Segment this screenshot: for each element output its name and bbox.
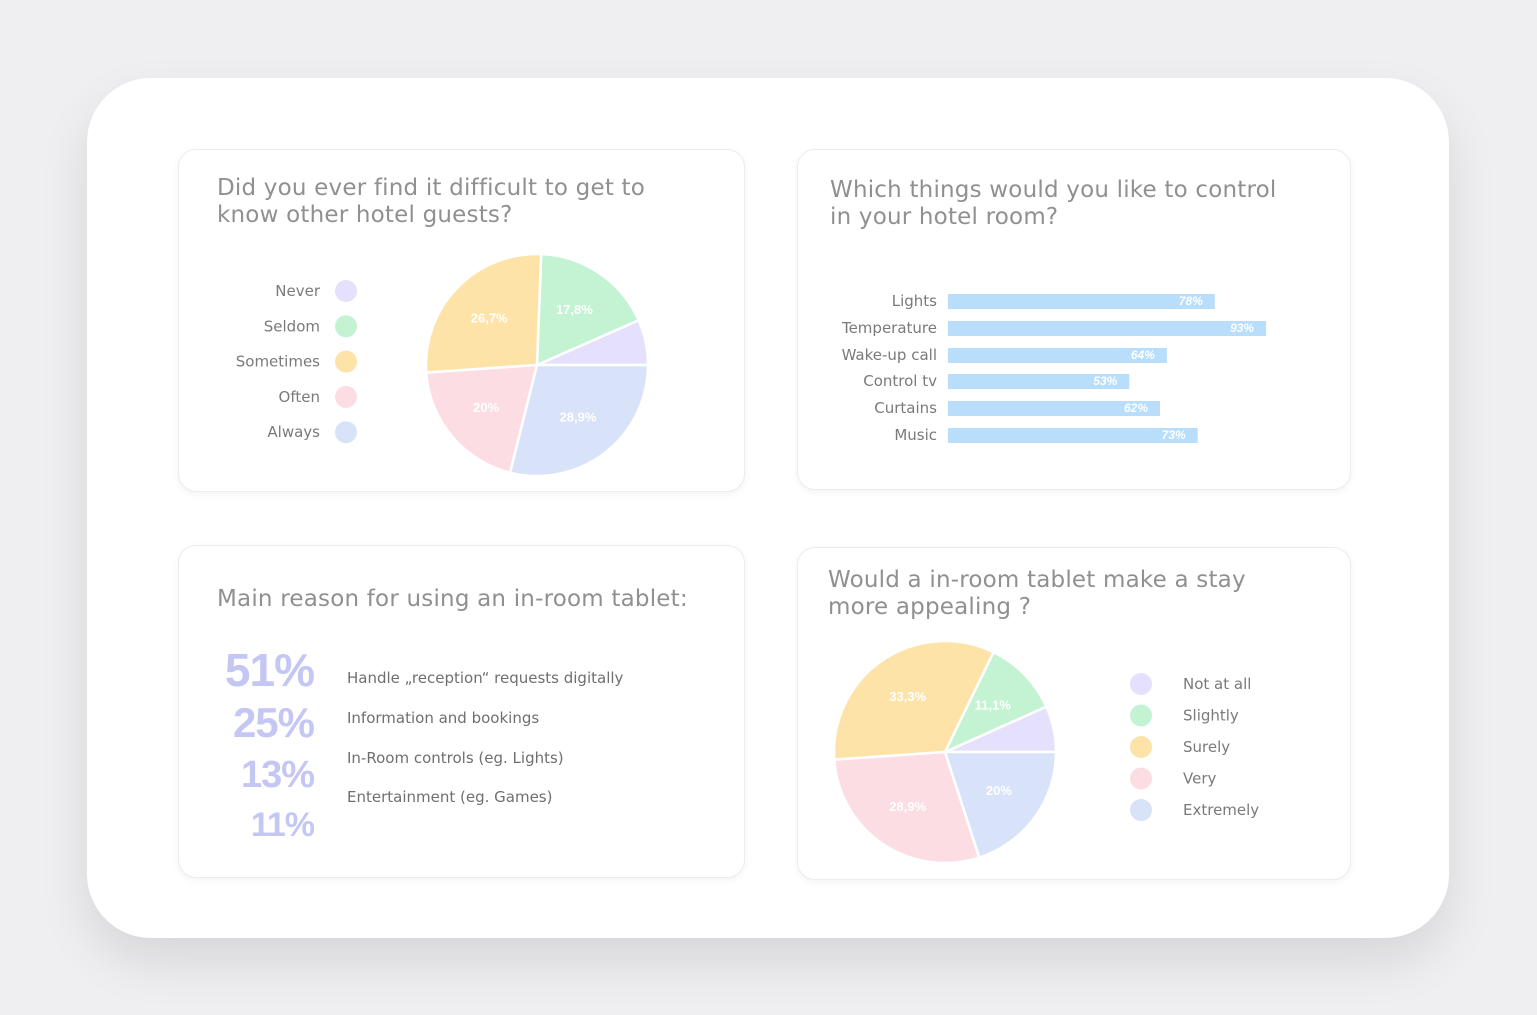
bar-label-temperature: Temperature (841, 319, 937, 337)
appealing-legend-label-extremely: Extremely (1183, 801, 1259, 819)
stat-description: Entertainment (eg. Games) (347, 788, 553, 806)
difficulty-slice-sometimes (424, 252, 543, 375)
appealing-slice-slightly (942, 650, 1048, 755)
appealing-legend-dot-surely (1130, 736, 1152, 758)
difficulty-slice-always (508, 363, 650, 478)
bar-chart-controls: Lights Temperature Wake-up call Control tv C… (841, 292, 1267, 444)
appealing-legend-dot-very (1130, 767, 1152, 790)
appealing-legend-dot-slightly (1130, 704, 1152, 727)
appealing-legend-label-very: Very (1183, 770, 1216, 788)
bar-control-tv (948, 374, 1130, 389)
difficulty-legend-dot-always (335, 421, 357, 444)
card4-title: Would a in-room tablet make a stay more … (828, 567, 1246, 621)
stat-row-information: 25% Information and bookings (179, 694, 739, 744)
bar-value-control-tv: 53% (1093, 374, 1117, 388)
stat-percent: 25% (232, 699, 315, 746)
stat-percent: 51% (224, 644, 315, 696)
bar-value-music: 73% (1162, 428, 1186, 442)
pie-slices-difficulty (424, 252, 650, 478)
bar-label-music: Music (894, 426, 937, 444)
card-tablet-appealing: Would a in-room tablet make a stay more … (797, 547, 1351, 880)
card4-title-line1: Would a in-room tablet make a stay (828, 567, 1246, 593)
bar-wake-up-call (948, 348, 1167, 363)
pie-labels-difficulty: 17,8% 26,7% 20% 28,9% (471, 302, 597, 425)
pie-chart-difficulty: Never Seldom Sometimes Often Always 17,8% 26,… (236, 252, 650, 478)
stat-row-reception: 51% Handle „reception“ requests digitall… (179, 643, 739, 693)
bar-lights (948, 294, 1215, 309)
bar-category-labels: Lights Temperature Wake-up call Control tv C… (841, 292, 937, 444)
appealing-slice-label-slightly: 11,1% (975, 698, 1012, 713)
bar-rects (948, 294, 1267, 443)
difficulty-legend-label-seldom: Seldom (264, 317, 320, 335)
card1-title-line2: know other hotel guests? (217, 202, 513, 228)
appealing-legend-dot-extremely (1130, 799, 1152, 821)
bar-label-wake-up-call: Wake-up call (842, 346, 937, 364)
appealing-legend-label-surely: Surely (1183, 738, 1230, 756)
appealing-legend-label-slightly: Slightly (1183, 707, 1239, 725)
difficulty-legend-dot-never (335, 280, 357, 302)
pie-chart-appealing: 11,1% 33,3% 28,9% 20% Not at all Slightly Sur… (832, 639, 1259, 865)
card3-title: Main reason for using an in-room tablet: (217, 586, 688, 612)
bar-value-labels: 78% 93% 64% 53% 62% 73% (1093, 294, 1254, 442)
appealing-slice-label-very: 28,9% (889, 799, 926, 814)
bar-music (948, 428, 1198, 443)
difficulty-legend-dot-sometimes (335, 350, 357, 373)
appealing-legend-label-not-at-all: Not at all (1183, 675, 1251, 693)
difficulty-legend-label-often: Often (279, 388, 320, 406)
card2-title-line2: in your hotel room? (830, 204, 1059, 230)
legend-difficulty: Never Seldom Sometimes Often Always (236, 280, 357, 444)
pie-slices-appealing (832, 639, 1058, 865)
difficulty-slice-seldom (535, 252, 641, 367)
bar-value-temperature: 93% (1230, 321, 1254, 335)
difficulty-legend-dot-often (335, 385, 357, 408)
card-control-hotel-room: Which things would you like to control i… (797, 149, 1351, 490)
appealing-slice-very (832, 750, 981, 865)
card2-title-line1: Which things would you like to control (830, 177, 1277, 203)
bar-temperature (948, 321, 1267, 336)
legend-appealing: Not at all Slightly Surely Very Extremely (1130, 673, 1259, 821)
difficulty-slice-label-often: 20% (473, 400, 499, 415)
bar-value-lights: 78% (1179, 294, 1203, 308)
bar-curtains (948, 401, 1160, 416)
difficulty-legend-label-always: Always (267, 423, 320, 441)
stat-row-in-room-controls: 13% In-Room controls (eg. Lights) (179, 744, 739, 794)
difficulty-legend-dot-seldom (335, 315, 357, 338)
bar-value-curtains: 62% (1124, 401, 1148, 415)
card2-title: Which things would you like to control i… (830, 177, 1277, 231)
card4-title-line2: more appealing ? (828, 594, 1032, 620)
appealing-slice-label-extremely: 20% (986, 783, 1012, 798)
appealing-slice-extremely (943, 750, 1058, 860)
appealing-legend-dot-not-at-all (1130, 673, 1152, 695)
bar-label-control-tv: Control tv (863, 372, 937, 390)
stat-description: Handle „reception“ requests digitally (347, 669, 624, 687)
stat-row-entertainment: 11% Entertainment (eg. Games) (179, 788, 739, 844)
card-main-reason-tablet: Main reason for using an in-room tablet:… (178, 545, 745, 878)
difficulty-slice-label-sometimes: 26,7% (471, 311, 508, 326)
bar-label-curtains: Curtains (874, 399, 937, 417)
difficulty-legend-label-never: Never (275, 282, 321, 300)
stat-description: In-Room controls (eg. Lights) (347, 749, 564, 767)
pie-labels-appealing: 11,1% 33,3% 28,9% 20% (889, 689, 1012, 814)
stat-description: Information and bookings (347, 709, 540, 727)
difficulty-slice-label-seldom: 17,8% (556, 302, 593, 317)
bar-label-lights: Lights (892, 292, 937, 310)
appealing-slice-surely (832, 639, 996, 762)
stat-percent: 13% (240, 754, 315, 796)
card1-title: Did you ever find it difficult to get to… (217, 175, 645, 229)
difficulty-legend-label-sometimes: Sometimes (236, 353, 320, 371)
appealing-slice-label-surely: 33,3% (889, 689, 926, 704)
stat-percent: 11% (250, 806, 315, 844)
card1-title-line1: Did you ever find it difficult to get to (217, 175, 646, 201)
card-difficult-to-know-guests: Did you ever find it difficult to get to… (178, 149, 745, 492)
difficulty-slice-label-always: 28,9% (560, 410, 597, 425)
bar-value-wake-up-call: 64% (1131, 348, 1155, 362)
difficulty-slice-often (424, 363, 539, 475)
